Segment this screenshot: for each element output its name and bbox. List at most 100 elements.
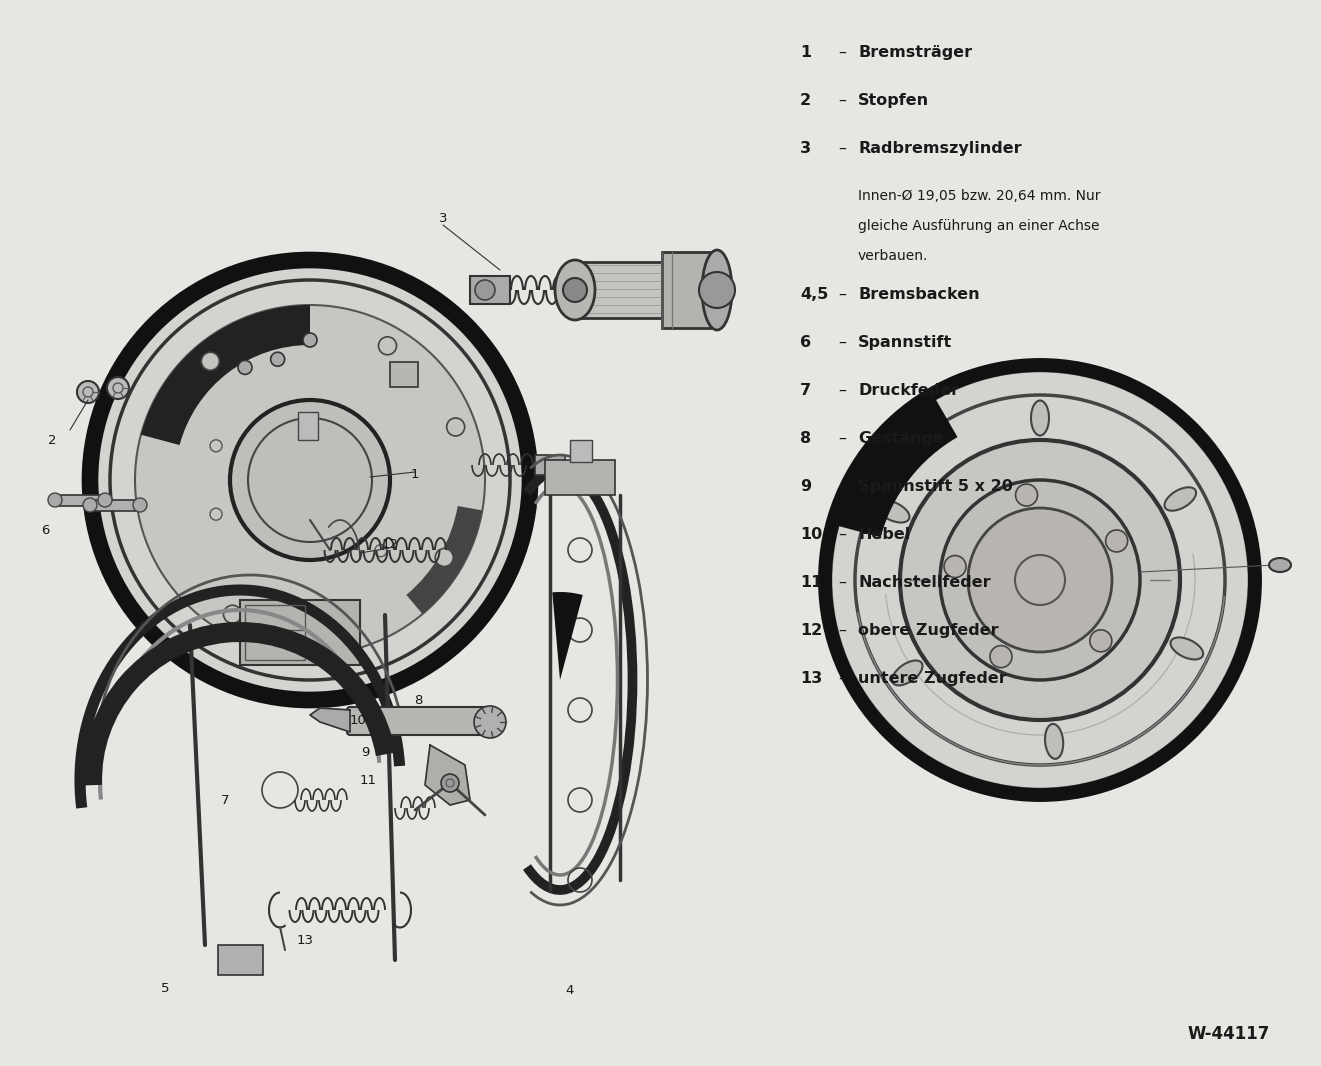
Bar bbox=[218, 944, 263, 975]
Ellipse shape bbox=[1165, 487, 1196, 511]
Text: –: – bbox=[838, 671, 845, 687]
Circle shape bbox=[968, 508, 1112, 652]
Circle shape bbox=[77, 381, 99, 403]
Bar bbox=[470, 276, 510, 304]
Text: 5: 5 bbox=[161, 982, 169, 995]
Text: –: – bbox=[838, 93, 845, 108]
Text: 2: 2 bbox=[801, 93, 811, 108]
Bar bbox=[546, 461, 616, 495]
Circle shape bbox=[446, 418, 465, 436]
Bar bbox=[240, 600, 361, 665]
Bar bbox=[569, 440, 592, 462]
Wedge shape bbox=[832, 393, 958, 537]
Bar bbox=[662, 252, 717, 328]
Circle shape bbox=[441, 774, 458, 792]
Text: –: – bbox=[838, 45, 845, 60]
Text: –: – bbox=[838, 527, 845, 542]
Text: –: – bbox=[838, 383, 845, 398]
Text: Radbremszylinder: Radbremszylinder bbox=[859, 141, 1021, 156]
Circle shape bbox=[831, 371, 1248, 789]
Text: Innen-Ø 19,05 bzw. 20,64 mm. Nur: Innen-Ø 19,05 bzw. 20,64 mm. Nur bbox=[859, 189, 1100, 203]
Text: 6: 6 bbox=[41, 523, 49, 536]
Text: Gestänge: Gestänge bbox=[859, 431, 945, 446]
Circle shape bbox=[1106, 530, 1128, 552]
Ellipse shape bbox=[892, 661, 922, 685]
Text: 7: 7 bbox=[221, 793, 230, 807]
Text: 13: 13 bbox=[296, 934, 313, 947]
Circle shape bbox=[1090, 630, 1112, 651]
Text: Nachstellfeder: Nachstellfeder bbox=[859, 575, 991, 589]
Bar bbox=[299, 411, 318, 440]
Wedge shape bbox=[141, 305, 310, 446]
Circle shape bbox=[699, 272, 734, 308]
Ellipse shape bbox=[1269, 558, 1291, 572]
Text: –: – bbox=[838, 335, 845, 350]
Circle shape bbox=[945, 555, 966, 578]
Text: 7: 7 bbox=[801, 383, 811, 398]
Text: 13: 13 bbox=[801, 671, 822, 687]
Circle shape bbox=[201, 352, 219, 370]
Text: 9: 9 bbox=[361, 745, 369, 759]
Text: 1: 1 bbox=[801, 45, 811, 60]
Bar bbox=[244, 605, 305, 660]
Text: 11: 11 bbox=[359, 774, 376, 787]
Circle shape bbox=[271, 352, 284, 367]
Ellipse shape bbox=[1045, 724, 1063, 759]
Text: Spannstift 5 x 20: Spannstift 5 x 20 bbox=[859, 479, 1013, 494]
Text: Druckfeder: Druckfeder bbox=[859, 383, 959, 398]
Polygon shape bbox=[425, 745, 470, 805]
Text: 10: 10 bbox=[350, 713, 366, 727]
Text: obere Zugfeder: obere Zugfeder bbox=[859, 623, 999, 637]
Circle shape bbox=[900, 440, 1180, 720]
Circle shape bbox=[238, 360, 252, 374]
Text: Bremsträger: Bremsträger bbox=[859, 45, 972, 60]
Circle shape bbox=[476, 280, 495, 300]
Circle shape bbox=[223, 605, 242, 624]
Circle shape bbox=[94, 264, 526, 696]
Circle shape bbox=[1016, 484, 1037, 506]
Polygon shape bbox=[310, 708, 350, 732]
Text: Bremsbacken: Bremsbacken bbox=[859, 287, 980, 302]
Bar bbox=[55, 495, 104, 506]
Text: –: – bbox=[838, 287, 845, 302]
FancyBboxPatch shape bbox=[347, 707, 493, 734]
Ellipse shape bbox=[1030, 401, 1049, 436]
Text: –: – bbox=[838, 575, 845, 589]
Text: –: – bbox=[838, 479, 845, 494]
Text: verbauen.: verbauen. bbox=[859, 249, 929, 263]
Bar bbox=[535, 455, 565, 475]
Text: –: – bbox=[838, 141, 845, 156]
Circle shape bbox=[230, 400, 390, 560]
Text: 12: 12 bbox=[801, 623, 822, 637]
Circle shape bbox=[135, 305, 485, 655]
Wedge shape bbox=[407, 506, 482, 614]
Text: 3: 3 bbox=[801, 141, 811, 156]
Text: 4,5: 4,5 bbox=[801, 287, 828, 302]
Text: 3: 3 bbox=[439, 211, 448, 225]
Ellipse shape bbox=[877, 501, 909, 522]
Circle shape bbox=[941, 480, 1140, 680]
Text: –: – bbox=[838, 431, 845, 446]
Text: gleiche Ausführung an einer Achse: gleiche Ausführung an einer Achse bbox=[859, 219, 1099, 233]
Text: 4: 4 bbox=[565, 984, 575, 997]
Text: 11: 11 bbox=[801, 575, 822, 589]
Text: 12: 12 bbox=[382, 538, 399, 551]
Circle shape bbox=[133, 498, 147, 512]
Circle shape bbox=[435, 549, 453, 566]
Ellipse shape bbox=[1170, 637, 1203, 660]
Bar bbox=[575, 262, 664, 318]
Circle shape bbox=[341, 620, 359, 639]
Circle shape bbox=[48, 492, 62, 507]
Circle shape bbox=[563, 278, 587, 302]
Text: Spannstift: Spannstift bbox=[859, 335, 952, 350]
Text: 10: 10 bbox=[801, 527, 822, 542]
Text: W-44117: W-44117 bbox=[1188, 1025, 1269, 1043]
Text: 6: 6 bbox=[801, 335, 811, 350]
Circle shape bbox=[83, 498, 96, 512]
Text: 2: 2 bbox=[48, 434, 57, 447]
Text: –: – bbox=[838, 623, 845, 637]
Text: 8: 8 bbox=[801, 431, 811, 446]
Text: 1: 1 bbox=[411, 468, 419, 482]
Circle shape bbox=[989, 646, 1012, 667]
Text: 8: 8 bbox=[413, 694, 423, 707]
